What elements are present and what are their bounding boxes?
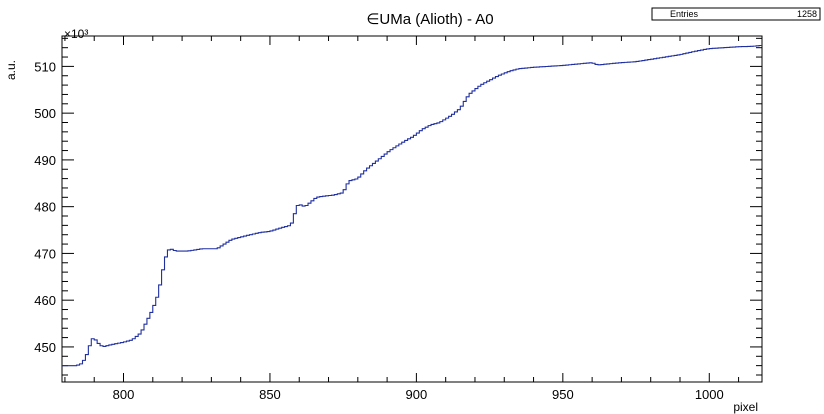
y-tick-label: 490 (34, 153, 56, 168)
x-tick-label: 850 (259, 387, 281, 402)
y-tick-label: 510 (34, 59, 56, 74)
y-tick-label: 450 (34, 340, 56, 355)
chart-title: ∈UMa (Alioth) - A0 (366, 11, 493, 28)
x-axis-label: pixel (733, 400, 758, 414)
x-tick-label: 1000 (695, 387, 724, 402)
stats-entries-value: 1258 (797, 9, 817, 19)
y-axis-exponent: ×10³ (64, 27, 88, 41)
stats-box-frame (651, 7, 821, 21)
plot-frame (61, 35, 763, 383)
y-tick-label: 480 (34, 200, 56, 215)
x-tick-label: 950 (552, 387, 574, 402)
y-tick-label: 500 (34, 106, 56, 121)
y-tick-label: 470 (34, 246, 56, 261)
y-axis-label: a.u. (4, 60, 18, 80)
x-tick-label: 900 (406, 387, 428, 402)
plot-area (62, 44, 762, 367)
y-tick-label: 460 (34, 293, 56, 308)
stats-entries-label: Entries (670, 9, 699, 19)
stats-box: Entries 1258 (651, 7, 821, 21)
axis-ticks (61, 35, 763, 383)
series-line-0 (62, 44, 762, 367)
tick-labels: 800 850 900 950 1000 450 460 470 480 490 500 510 (34, 59, 723, 402)
x-tick-label: 800 (113, 387, 135, 402)
